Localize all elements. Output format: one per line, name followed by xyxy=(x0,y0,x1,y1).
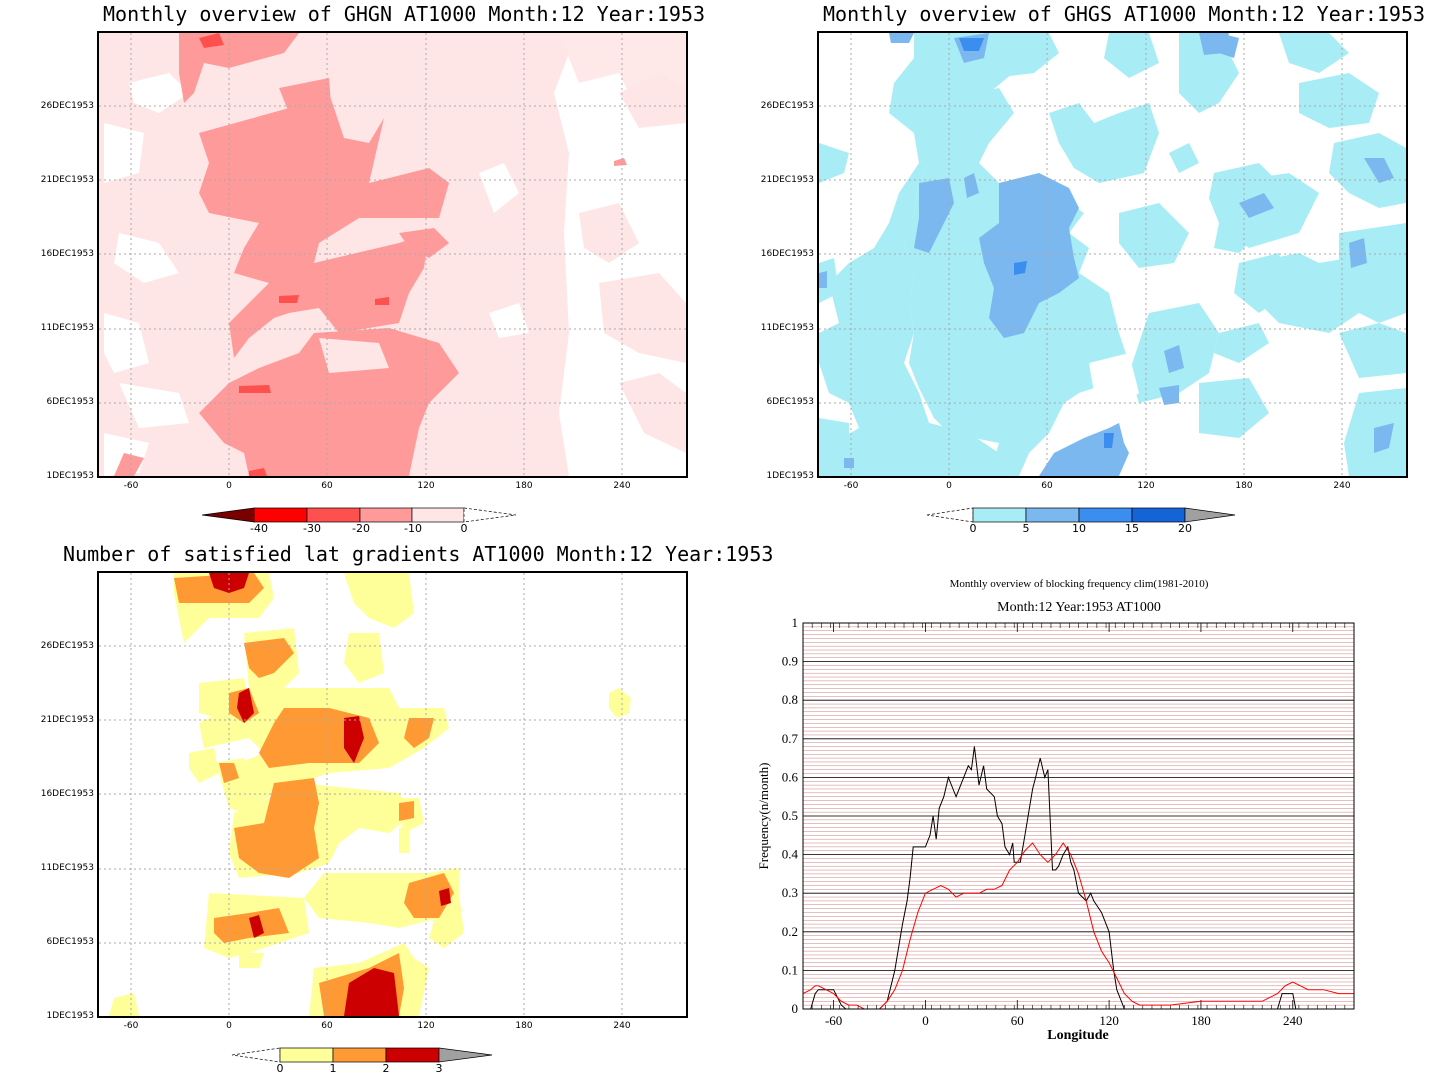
colorbar-label: -40 xyxy=(250,522,268,535)
y-tick-label: 0.1 xyxy=(782,962,798,977)
x-tick-label: 180 xyxy=(1191,1013,1211,1028)
x-tick-label: -60 xyxy=(123,481,139,491)
ghgn-contour-map xyxy=(99,33,686,476)
y-tick-label: 1 xyxy=(792,615,799,630)
colorbar-label: 0 xyxy=(969,522,977,535)
x-tick-label: 0 xyxy=(226,481,232,491)
x-tick-label: -60 xyxy=(123,1021,139,1031)
series-line-red xyxy=(802,842,1354,1010)
colorbar xyxy=(926,507,1236,523)
y-tick-label: 0.8 xyxy=(782,692,798,707)
ghgs-contour-map xyxy=(819,33,1406,476)
y-tick-label: 26DEC1953 xyxy=(40,641,94,651)
panel-title: Number of satisfied lat gradients AT1000… xyxy=(63,542,774,566)
y-tick-label: 0.4 xyxy=(782,847,799,862)
y-tick-label: 0 xyxy=(792,1001,799,1016)
y-tick-label: 1DEC1953 xyxy=(46,1011,94,1021)
colorbar-label: 3 xyxy=(435,1062,443,1075)
x-tick-label: 180 xyxy=(1235,481,1253,491)
y-tick-label: 0.6 xyxy=(782,769,799,784)
x-tick-label: 120 xyxy=(1137,481,1155,491)
x-tick-label: 180 xyxy=(515,481,533,491)
x-tick-label: 240 xyxy=(1333,481,1351,491)
colorbar-label: 1 xyxy=(329,1062,337,1075)
colorbar-label: -30 xyxy=(303,522,321,535)
y-tick-label: 0.5 xyxy=(782,808,798,823)
x-tick-labels: -60 0 60 120 180 240 xyxy=(825,1013,1303,1028)
y-tick-label: 1DEC1953 xyxy=(46,471,94,481)
x-tick-label: 120 xyxy=(417,481,435,491)
chart-title: Month:12 Year:1953 AT1000 xyxy=(997,600,1161,615)
colorbar xyxy=(201,507,517,523)
plot-area xyxy=(97,31,688,478)
chart-supertitle: Monthly overview of blocking frequency c… xyxy=(950,578,1209,590)
x-tick-label: 60 xyxy=(321,1021,333,1031)
y-tick-label: 21DEC1953 xyxy=(40,175,94,185)
x-tick-label: 0 xyxy=(946,481,952,491)
plot-area xyxy=(817,31,1408,478)
x-tick-label: 240 xyxy=(1283,1013,1303,1028)
plot-area xyxy=(97,571,688,1018)
x-tick-label: 0 xyxy=(922,1013,929,1028)
x-tick-label: 60 xyxy=(321,481,333,491)
x-tick-label: 60 xyxy=(1041,481,1053,491)
sat-contour-map xyxy=(99,573,686,1016)
colorbar-label: 2 xyxy=(382,1062,390,1075)
x-tick-label: -60 xyxy=(843,481,859,491)
y-tick-label: 1DEC1953 xyxy=(766,471,814,481)
y-tick-label: 0.7 xyxy=(782,731,799,746)
y-tick-label: 26DEC1953 xyxy=(40,101,94,111)
x-tick-label: 0 xyxy=(226,1021,232,1031)
frequency-line-chart: Monthly overview of blocking frequency c… xyxy=(756,578,1355,1043)
y-tick-labels: 1 0.9 0.8 0.7 0.6 0.5 0.4 0.3 0.2 0.1 0 xyxy=(782,615,799,1016)
x-tick-label: 120 xyxy=(1099,1013,1119,1028)
y-tick-label: 6DEC1953 xyxy=(46,397,94,407)
y-tick-label: 6DEC1953 xyxy=(46,937,94,947)
colorbar-label: -10 xyxy=(404,522,422,535)
colorbar-label: 15 xyxy=(1125,522,1139,535)
panel-title: Monthly overview of GHGS AT1000 Month:12… xyxy=(823,2,1426,26)
y-tick-label: 16DEC1953 xyxy=(760,249,814,259)
colorbar-label: 10 xyxy=(1072,522,1086,535)
y-tick-label: 0.3 xyxy=(782,885,798,900)
x-tick-label: 120 xyxy=(417,1021,435,1031)
y-tick-label: 11DEC1953 xyxy=(760,323,814,333)
x-tick-label: -60 xyxy=(825,1013,842,1028)
colorbar-label: 20 xyxy=(1178,522,1192,535)
y-tick-label: 0.2 xyxy=(782,924,798,939)
x-tick-label: 60 xyxy=(1011,1013,1024,1028)
x-axis-label: Longitude xyxy=(1047,1028,1108,1043)
y-tick-label: 6DEC1953 xyxy=(766,397,814,407)
colorbar xyxy=(231,1047,493,1063)
y-tick-label: 26DEC1953 xyxy=(760,101,814,111)
x-tick-label: 240 xyxy=(613,1021,631,1031)
colorbar-label: 0 xyxy=(460,522,468,535)
colorbar-label: 0 xyxy=(276,1062,284,1075)
y-tick-label: 16DEC1953 xyxy=(40,789,94,799)
y-tick-label: 21DEC1953 xyxy=(760,175,814,185)
y-tick-label: 11DEC1953 xyxy=(40,863,94,873)
panel-title: Monthly overview of GHGN AT1000 Month:12… xyxy=(103,2,706,26)
y-tick-label: 16DEC1953 xyxy=(40,249,94,259)
x-tick-label: 180 xyxy=(515,1021,533,1031)
plot-frame xyxy=(802,622,1355,1010)
colorbar-label: -20 xyxy=(352,522,370,535)
y-tick-label: 0.9 xyxy=(782,654,798,669)
x-tick-label: 240 xyxy=(613,481,631,491)
y-tick-label: 11DEC1953 xyxy=(40,323,94,333)
y-tick-label: 21DEC1953 xyxy=(40,715,94,725)
y-axis-label: Frequency(n/month) xyxy=(756,763,771,870)
colorbar-label: 5 xyxy=(1022,522,1030,535)
